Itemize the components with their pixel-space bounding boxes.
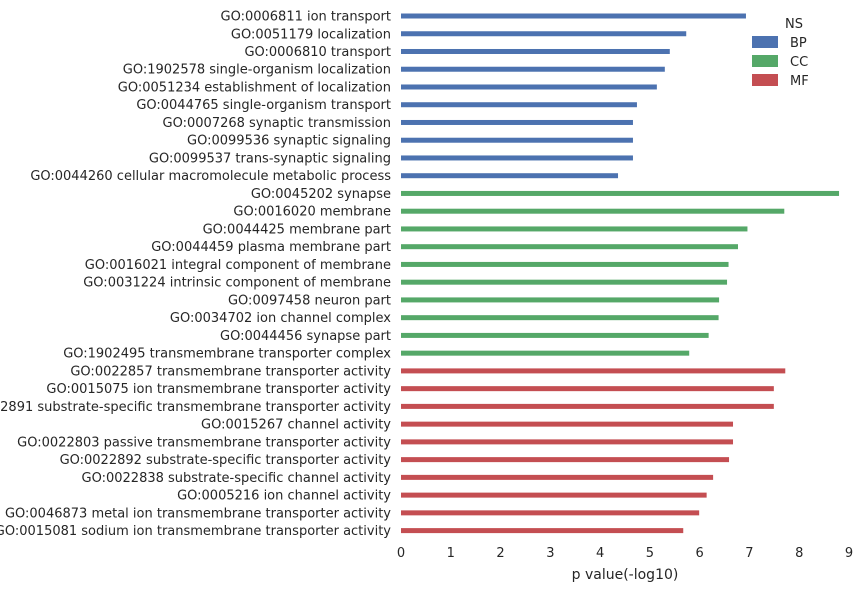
x-tick-label: 7 [745,546,753,561]
legend-label-cc: CC [790,55,808,70]
category-label: GO:0046873 metal ion transmembrane trans… [5,506,391,521]
category-label: GO:0034702 ion channel complex [170,311,391,326]
category-label: GO:0006811 ion transport [221,10,392,25]
bar-bp-7 [401,119,633,125]
bar-bp-6 [401,102,637,108]
x-tick-label: 6 [696,546,704,561]
bars-layer [401,13,840,534]
bar-bp-3 [401,48,670,54]
legend-swatch-bp [752,36,778,48]
x-tick-label: 3 [546,546,554,561]
bar-mf-5 [401,439,734,445]
category-label: GO:0051179 localization [231,27,391,42]
category-label: GO:1902578 single-organism localization [123,63,391,78]
bar-cc-8 [401,315,719,321]
category-label: GO:0005216 ion channel activity [177,489,391,504]
bar-mf-10 [401,528,684,534]
bar-bp-4 [401,66,665,72]
bar-bp-5 [401,84,657,90]
category-label: GO:0044425 membrane part [203,222,391,237]
bar-cc-3 [401,226,748,232]
x-tick-label: 2 [496,546,504,561]
bar-cc-6 [401,279,728,285]
bar-cc-5 [401,261,729,267]
bar-cc-9 [401,332,709,338]
bar-bp-1 [401,13,746,19]
category-label: GO:0045202 synapse [251,187,391,202]
category-label: GO:0007268 synaptic transmission [163,116,391,131]
category-label: GO:0044456 synapse part [220,329,391,344]
category-label: GO:0022857 transmembrane transporter act… [70,364,391,379]
category-label: GO:0099536 synaptic signaling [187,134,391,149]
category-label: GO:0015267 channel activity [201,418,391,433]
category-labels: GO:0006811 ion transport GO:0051179 local… [0,10,391,540]
category-label: GO:0015075 ion transmembrane transporter… [46,382,391,397]
category-label: GO:0015081 sodium ion transmembrane tran… [0,524,391,539]
bar-bp-2 [401,31,687,37]
bar-mf-7 [401,474,714,480]
bar-mf-8 [401,492,707,498]
category-label: GO:0051234 establishment of localization [118,80,391,95]
x-tick-label: 4 [596,546,604,561]
category-label: GO:0031224 intrinsic component of membra… [83,276,391,291]
legend-entries: BP CC MF [752,36,809,89]
legend-swatch-mf [752,74,778,86]
bar-cc-2 [401,208,785,214]
category-label: GO:0016021 integral component of membran… [85,258,391,273]
category-label: GO:0044459 plasma membrane part [151,240,391,255]
bar-cc-1 [401,190,840,196]
bar-mf-1 [401,368,786,374]
bar-bp-10 [401,173,619,179]
category-label: GO:0022892 substrate-specific transporte… [60,453,392,468]
x-axis-label: p value(-log10) [572,567,679,583]
category-label: GO:0022838 substrate-specific channel ac… [82,471,392,486]
bar-mf-6 [401,457,730,463]
legend-title: NS [785,17,803,32]
x-tick-label: 1 [447,546,455,561]
category-label: GO:0022891 substrate-specific transmembr… [0,400,391,415]
x-tick-label: 0 [397,546,405,561]
category-label: GO:0097458 neuron part [228,293,391,308]
bar-bp-9 [401,155,633,161]
bar-mf-2 [401,386,774,392]
category-label: GO:0044260 cellular macromolecule metabo… [30,169,391,184]
bar-mf-9 [401,510,700,516]
bar-cc-7 [401,297,720,303]
x-tick-label: 8 [795,546,803,561]
category-label: GO:0016020 membrane [233,205,391,220]
bar-cc-10 [401,350,690,356]
legend-label-bp: BP [790,36,807,51]
category-label: GO:0022803 passive transmembrane transpo… [17,435,391,450]
x-tick-label: 5 [646,546,654,561]
x-tick-label: 9 [845,546,853,561]
category-label: GO:1902495 transmembrane transporter com… [63,347,391,362]
legend: NS BP CC MF [752,17,809,89]
legend-swatch-cc [752,55,778,67]
category-label: GO:0044765 single-organism transport [136,98,391,113]
bar-mf-4 [401,421,734,427]
bar-mf-3 [401,403,774,409]
category-label: GO:0006810 transport [244,45,391,60]
category-label: GO:0099537 trans-synaptic signaling [149,151,391,166]
x-axis: 0 1 2 3 4 5 6 7 8 9 [397,546,853,561]
bar-cc-4 [401,244,738,250]
legend-label-mf: MF [790,74,809,89]
bar-bp-8 [401,137,633,143]
